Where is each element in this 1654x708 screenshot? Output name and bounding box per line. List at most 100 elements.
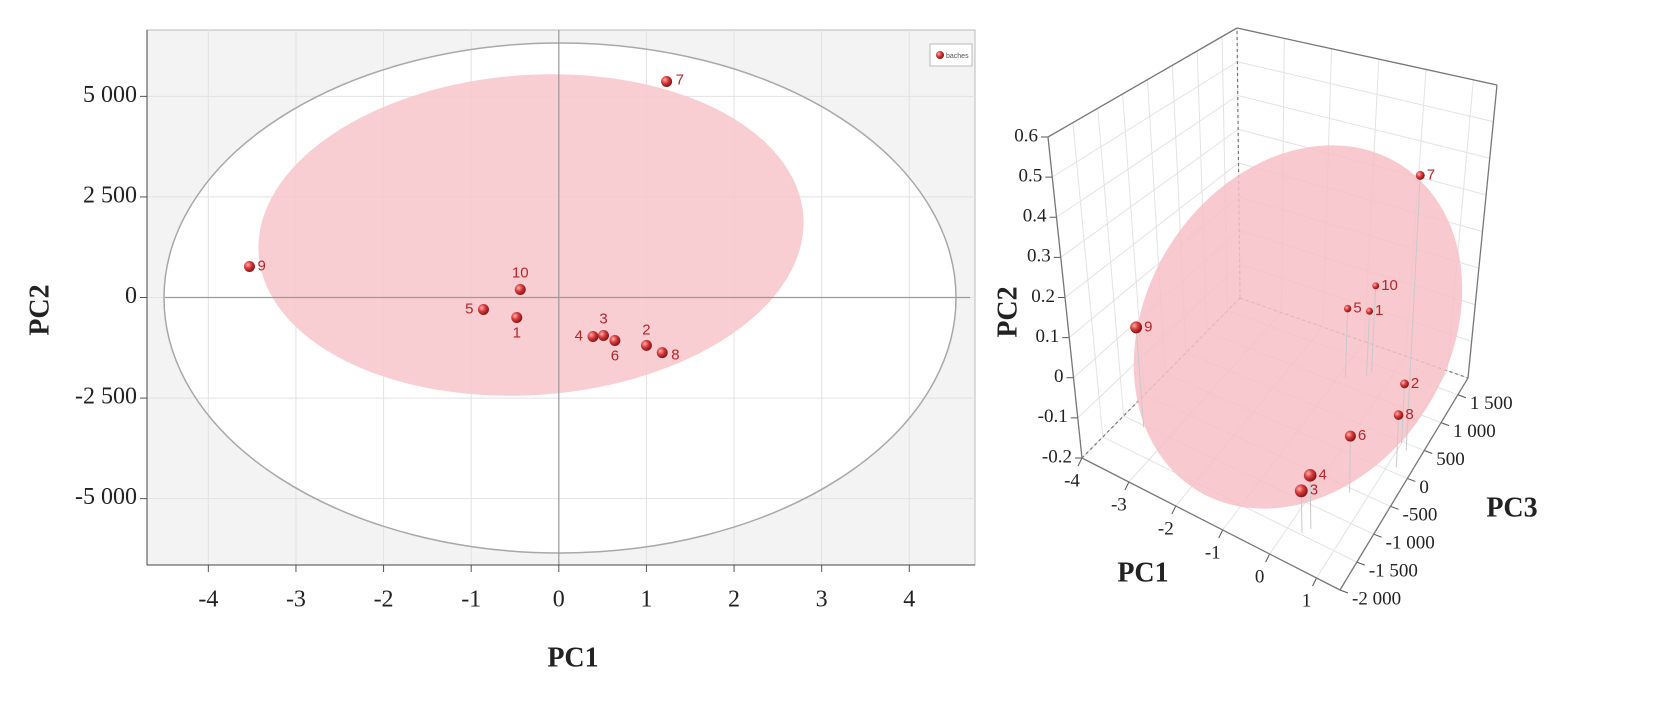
x-axis-title: PC1: [547, 642, 598, 673]
point: [1303, 468, 1317, 482]
point: [514, 283, 526, 295]
point-label: 9: [1144, 318, 1152, 335]
y-axis-title-3d: PC2: [992, 286, 1023, 337]
y-tick-label: 0: [1054, 366, 1064, 387]
grid-line: [1064, 162, 1239, 298]
point-label: 2: [642, 321, 650, 338]
point: [609, 335, 621, 347]
point-label: 1: [513, 325, 521, 342]
box-edge: [1467, 84, 1498, 379]
x-tick-label: 0: [1255, 566, 1265, 587]
point: [1343, 304, 1352, 313]
z-tick: [1440, 422, 1450, 427]
x-tick: [1312, 577, 1317, 587]
grid-line: [1097, 108, 1125, 416]
z-tick-label: 0: [1419, 477, 1429, 498]
z-tick: [1390, 505, 1399, 510]
point-label: 9: [258, 257, 266, 274]
x-tick-label: 1: [1302, 590, 1312, 611]
x-tick: [1265, 553, 1271, 563]
point: [597, 330, 609, 342]
drop-line: [1366, 311, 1371, 377]
y-tick-label: -0.1: [1038, 406, 1068, 427]
drop-line: [1135, 327, 1145, 428]
box-edge: [1236, 27, 1498, 86]
axis-edge: [1047, 136, 1083, 459]
y-tick-label: 0.3: [1027, 246, 1051, 267]
y-tick-label: 0.6: [1014, 125, 1038, 146]
point: [1130, 321, 1143, 334]
y-tick-label: -5 000: [75, 484, 137, 510]
drop-line: [1309, 475, 1312, 529]
legend-marker: [936, 51, 944, 59]
z-tick: [1373, 533, 1382, 538]
y-tick-label: 0.5: [1019, 165, 1043, 186]
point-label: 4: [1319, 466, 1327, 483]
drop-line: [1349, 436, 1351, 493]
z-tick-label: -1 500: [1369, 560, 1418, 581]
box-edge: [1047, 27, 1238, 138]
grid-line: [1237, 61, 1494, 123]
z-tick: [1457, 394, 1467, 399]
x-tick-label: 0: [553, 587, 565, 613]
axis-edge: [1339, 377, 1469, 591]
point-label: 3: [599, 310, 607, 327]
x-tick: [1124, 481, 1130, 491]
axis-edge: [1081, 457, 1341, 591]
legend-box: [929, 43, 973, 67]
x-tick-label: 4: [903, 587, 915, 613]
point: [511, 312, 523, 324]
z-tick-label: 500: [1436, 449, 1465, 470]
pink-ellipse-3d: [1133, 145, 1463, 509]
x-tick-label: -4: [198, 587, 218, 613]
point: [640, 339, 652, 351]
drop-line: [1300, 490, 1303, 533]
z-tick: [1339, 589, 1349, 594]
z-tick-label: -1 000: [1386, 533, 1435, 554]
point: [1365, 307, 1374, 315]
point-label: 7: [1427, 166, 1435, 183]
point-label: 5: [465, 300, 473, 317]
point: [477, 304, 489, 316]
x-tick-label: -2: [374, 587, 394, 613]
drop-line: [1405, 175, 1421, 451]
point: [244, 260, 256, 272]
score-plot-3d-marks: -4 -3 -2 -1 0 1 -0.2 -0.1 0 0.1 0.2 0.3 0.4 0.5 0.6 -2 …: [1014, 125, 1512, 611]
x-tick: [1171, 505, 1177, 515]
point-label: 5: [1353, 300, 1361, 317]
point: [1294, 484, 1308, 498]
point-label: 6: [1358, 427, 1366, 444]
grid-line: [1237, 95, 1490, 159]
x-tick-label: -3: [1111, 494, 1127, 515]
x-tick-label: 1: [640, 587, 652, 613]
point: [1372, 282, 1380, 290]
x-tick: [1077, 457, 1083, 467]
z-tick-label: -500: [1403, 505, 1438, 526]
x-tick-label: 3: [816, 587, 828, 613]
pink-ellipse: [258, 74, 804, 396]
x-tick-label: -3: [286, 587, 306, 613]
grid-line: [1060, 128, 1239, 258]
x-tick-label: -4: [1064, 470, 1080, 491]
drop-line: [1371, 285, 1377, 373]
y-tick-label: 0: [125, 283, 137, 309]
y-tick-label: -0.2: [1042, 446, 1072, 467]
x-tick-label: 2: [728, 587, 740, 613]
z-tick: [1424, 450, 1433, 454]
point-label: 4: [575, 327, 583, 344]
drop-line: [1344, 308, 1349, 378]
point-label: 10: [512, 264, 529, 281]
point-label: 8: [1405, 406, 1413, 423]
y-tick-label: 2 500: [83, 182, 137, 208]
x-tick-label: -1: [1205, 542, 1221, 563]
z-tick: [1356, 561, 1366, 566]
x-axis-title-3d: PC1: [1117, 557, 1168, 588]
x-tick: [1218, 529, 1224, 539]
x-tick-label: -2: [1158, 518, 1174, 539]
y-tick-label: 0.2: [1031, 286, 1055, 307]
point: [661, 75, 673, 87]
point: [1344, 430, 1356, 442]
y-tick-label: 0.4: [1023, 206, 1047, 227]
